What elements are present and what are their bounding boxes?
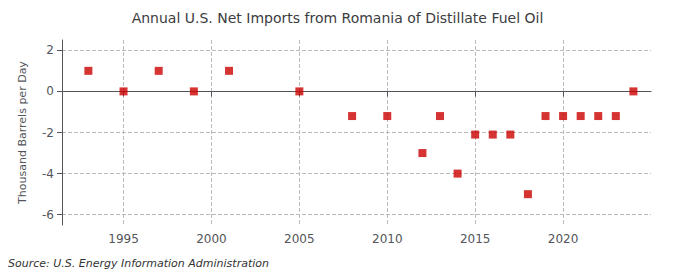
svg-text:2000: 2000 bbox=[196, 232, 227, 246]
svg-text:2020: 2020 bbox=[548, 232, 579, 246]
svg-text:-4: -4 bbox=[42, 167, 54, 181]
svg-text:Annual U.S. Net Imports from R: Annual U.S. Net Imports from Romania of … bbox=[132, 10, 544, 26]
svg-text:-2: -2 bbox=[42, 126, 54, 140]
svg-text:2005: 2005 bbox=[284, 232, 315, 246]
svg-text:0: 0 bbox=[46, 84, 54, 98]
svg-text:Thousand Barrels per Day: Thousand Barrels per Day bbox=[16, 61, 29, 205]
svg-text:-6: -6 bbox=[42, 208, 54, 222]
svg-text:Source: U.S. Energy Informatio: Source: U.S. Energy Information Administ… bbox=[8, 257, 269, 270]
svg-text:2: 2 bbox=[46, 43, 54, 57]
svg-text:2015: 2015 bbox=[460, 232, 491, 246]
svg-text:1995: 1995 bbox=[108, 232, 139, 246]
svg-text:2010: 2010 bbox=[372, 232, 403, 246]
